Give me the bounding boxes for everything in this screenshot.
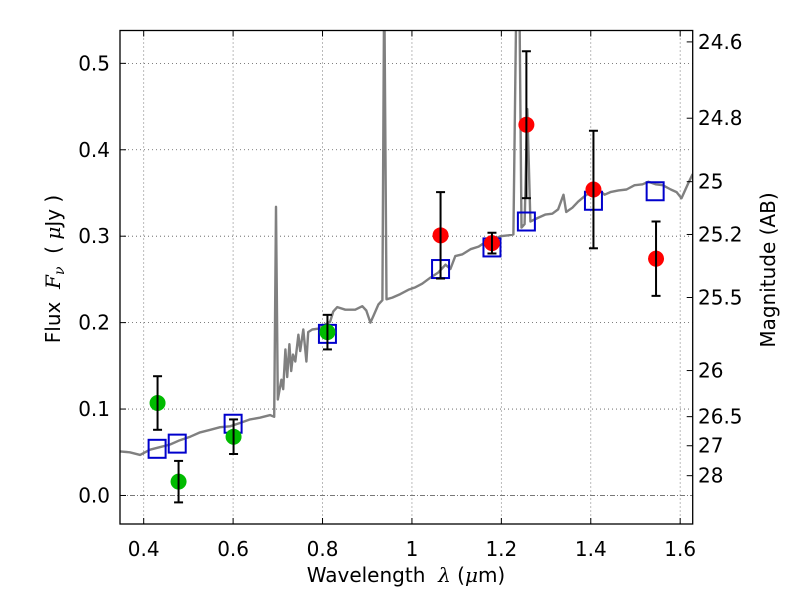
x-axis-label-prefix: Wavelength — [307, 563, 438, 587]
y2-tick-label: 25.2 — [698, 222, 743, 246]
y2-axis-label: Magnitude (AB) — [756, 192, 780, 347]
y-axis-label: Flux Fν ( μJy ) — [41, 195, 68, 343]
y-tick-label: 0.5 — [78, 51, 110, 75]
plot-frame — [119, 29, 694, 525]
x-axis-label-mu: μ — [465, 563, 478, 587]
x-tick-label: 1.6 — [664, 537, 696, 561]
y-axis-label-close: Jy ) — [41, 195, 65, 229]
x-axis-label: Wavelength λ (μm) — [307, 563, 506, 587]
x-tick-label: 0.8 — [307, 537, 339, 561]
x-axis-label-symbol: λ — [437, 563, 451, 587]
y-axis-label-subscript: ν — [52, 266, 68, 275]
y-axis-label-prefix: Flux — [41, 289, 65, 343]
x-axis-label-close: m) — [478, 563, 505, 587]
y2-tick-label: 26.5 — [698, 405, 743, 429]
x-tick-label: 1.2 — [485, 537, 517, 561]
y-axis-label-open: ( — [41, 240, 65, 267]
y-axis-label-mu: μ — [41, 227, 65, 240]
model-photometry-square — [645, 181, 665, 202]
x-tick-label: 1.4 — [575, 537, 607, 561]
model-photometry-square — [167, 433, 187, 454]
y-tick-label: 0.4 — [78, 138, 110, 162]
ticks: 0.4 0.6 0.8 1 1.2 1.4 1.6 0.0 0.1 0.2 0.3 0.4 0.5 24.… — [78, 30, 742, 561]
model-photometry-square — [147, 438, 167, 459]
y-tick-label: 0.0 — [78, 483, 110, 507]
y-tick-label: 0.1 — [78, 397, 110, 421]
y2-tick-label: 25.5 — [698, 285, 743, 309]
y-axis-label-symbol: F — [41, 274, 65, 290]
x-tick-label: 0.6 — [217, 537, 249, 561]
series-group — [120, 30, 693, 504]
y2-tick-label: 24.8 — [698, 106, 743, 130]
y-tick-label: 0.3 — [78, 224, 110, 248]
x-tick-label: 0.4 — [128, 537, 160, 561]
y2-tick-label: 25 — [698, 170, 723, 194]
model-photometry-square — [516, 211, 536, 232]
y2-tick-label: 24.6 — [698, 30, 743, 54]
x-axis-label-open: ( — [451, 563, 465, 587]
plot-area — [120, 30, 693, 524]
x-tick-label: 1 — [406, 537, 419, 561]
y2-tick-label: 27 — [698, 434, 723, 458]
y2-tick-label: 26 — [698, 359, 723, 383]
y-tick-label: 0.2 — [78, 311, 110, 335]
y2-tick-label: 28 — [698, 464, 723, 488]
